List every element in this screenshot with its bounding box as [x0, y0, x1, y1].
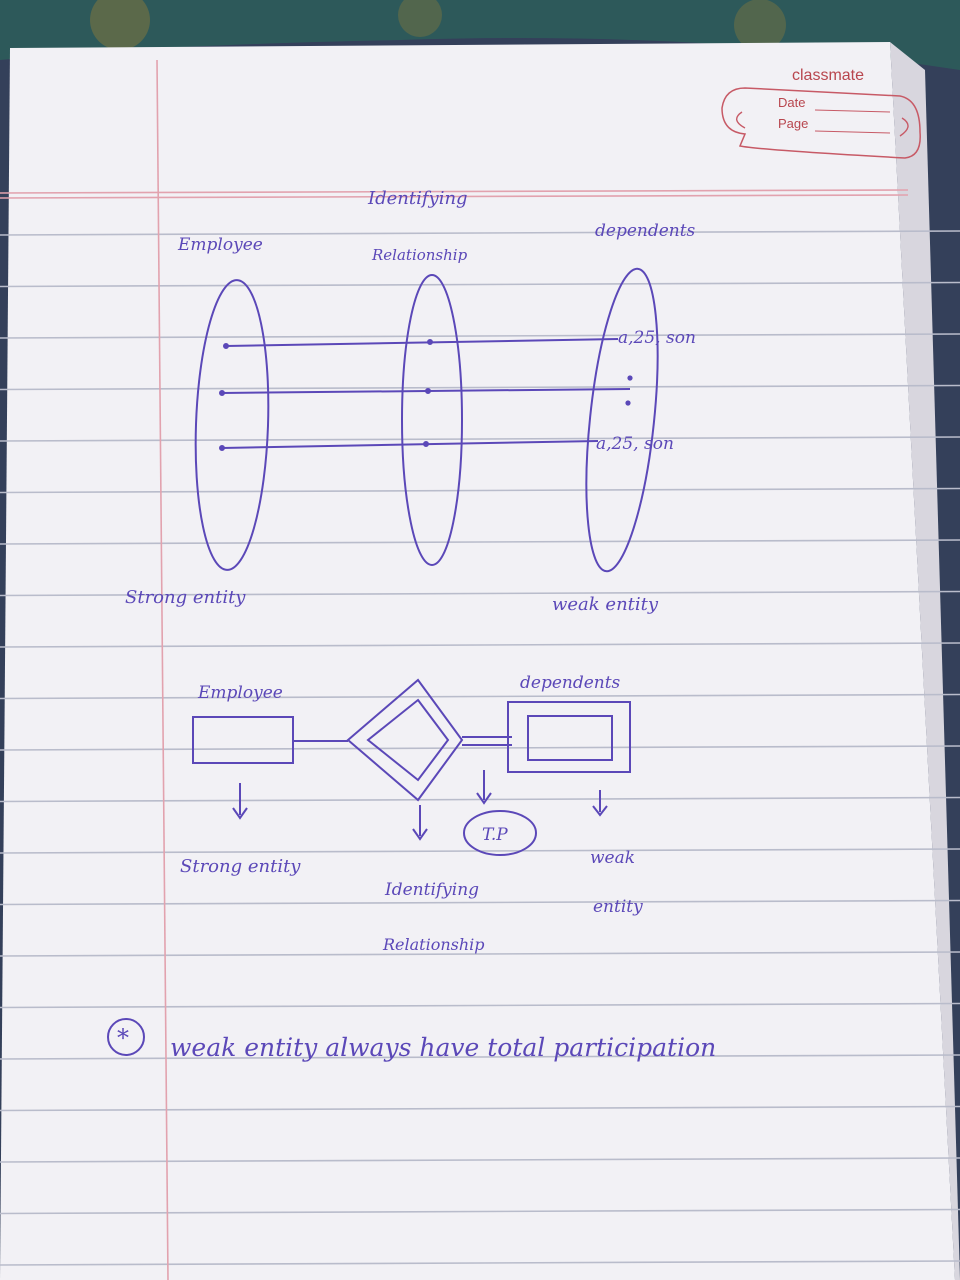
paper-edge — [890, 42, 960, 1280]
brand-logo: classmate — [792, 67, 864, 84]
ruled-line — [0, 1002, 960, 1009]
dot-dep-mid-1 — [627, 375, 633, 381]
note-marker: * — [117, 1024, 129, 1052]
dependents-entity-label: dependents — [520, 673, 621, 693]
ruled-line — [0, 1260, 960, 1266]
employee-heading: Employee — [177, 235, 263, 255]
relationship-heading: Relationship — [371, 246, 468, 264]
total-participation-note: * weak entity always have total particip… — [107, 1018, 716, 1062]
fabric-pattern-dot — [734, 0, 786, 51]
employee-entity-label: Employee — [197, 683, 283, 703]
arrow-employee — [232, 783, 248, 820]
link-line-3 — [221, 440, 599, 449]
weak-entity-box-outer — [507, 701, 631, 773]
ruled-line — [0, 1105, 960, 1112]
ruled-line — [0, 951, 960, 957]
ruled-lines — [0, 230, 960, 1266]
tp-label: T.P — [482, 825, 508, 845]
classmate-header: classmate Date Page — [721, 67, 921, 159]
identifying-caption-line2: Relationship — [382, 935, 485, 954]
ruled-line — [0, 1054, 960, 1060]
arrow-relationship — [412, 805, 428, 841]
top-diagram: Employee Identifying Relationship depend… — [125, 188, 696, 615]
dot-rel-3 — [423, 441, 429, 447]
ruled-line — [0, 899, 960, 906]
dot-employee-3 — [219, 445, 225, 451]
dot-rel-1 — [427, 339, 433, 345]
brand-frame — [721, 87, 921, 159]
ruled-line — [0, 281, 960, 288]
ruled-line — [0, 590, 960, 597]
er-diagram: Employee dependents T.P Strong entity Id… — [180, 673, 643, 954]
note-marker-circle — [107, 1018, 145, 1056]
employee-set-ellipse — [194, 279, 270, 571]
ruled-line — [0, 539, 960, 545]
top-margin-line-2 — [0, 194, 909, 199]
weak-caption-line2: entity — [593, 897, 643, 917]
row-value-1: a,25, son — [618, 328, 696, 348]
strong-entity-caption: Strong entity — [180, 856, 301, 877]
link-line-1 — [225, 338, 619, 347]
ruled-line — [0, 1208, 960, 1215]
ruled-line — [0, 796, 960, 803]
dependents-heading: dependents — [595, 221, 696, 241]
weak-caption-line1: weak — [590, 848, 635, 868]
dependents-set-ellipse — [585, 267, 659, 573]
date-label: Date — [778, 95, 805, 110]
brand-frame-swirl-right — [899, 117, 909, 137]
ruled-line — [0, 745, 960, 751]
strong-entity-label: Strong entity — [125, 587, 246, 608]
page-label: Page — [778, 116, 808, 131]
page-line — [814, 130, 891, 134]
identifying-caption-line1: Identifying — [384, 880, 479, 900]
fabric-pattern — [0, 0, 960, 70]
ruled-line — [0, 487, 960, 494]
ruled-line — [0, 642, 960, 648]
weak-entity-box-inner — [527, 715, 613, 761]
ruled-line — [0, 1157, 960, 1163]
ruled-line — [0, 693, 960, 700]
fabric-pattern-dot — [398, 0, 442, 37]
dot-rel-2 — [425, 388, 431, 394]
dot-employee-2 — [219, 390, 225, 396]
dot-employee-1 — [223, 343, 229, 349]
identifying-rel-diamond-outer — [346, 678, 464, 802]
relationship-set-ellipse — [401, 274, 463, 566]
weak-entity-label: weak entity — [552, 594, 659, 615]
dot-dep-mid-2 — [625, 400, 631, 406]
ruled-line — [0, 230, 960, 236]
note-text: weak entity always have total participat… — [170, 1033, 716, 1062]
arrow-tp — [476, 770, 492, 805]
date-line — [814, 109, 891, 113]
fabric-pattern-dot — [90, 0, 150, 50]
top-margin-line — [0, 189, 909, 194]
identifying-rel-diamond-inner — [366, 698, 450, 782]
left-margin-line — [156, 59, 169, 1280]
paper-sheet — [0, 42, 955, 1280]
arrow-weak — [592, 790, 608, 817]
identifying-heading: Identifying — [367, 188, 468, 209]
row-value-2: a,25, son — [596, 434, 674, 454]
brand-frame-swirl — [736, 111, 746, 129]
tp-circle — [463, 810, 537, 856]
